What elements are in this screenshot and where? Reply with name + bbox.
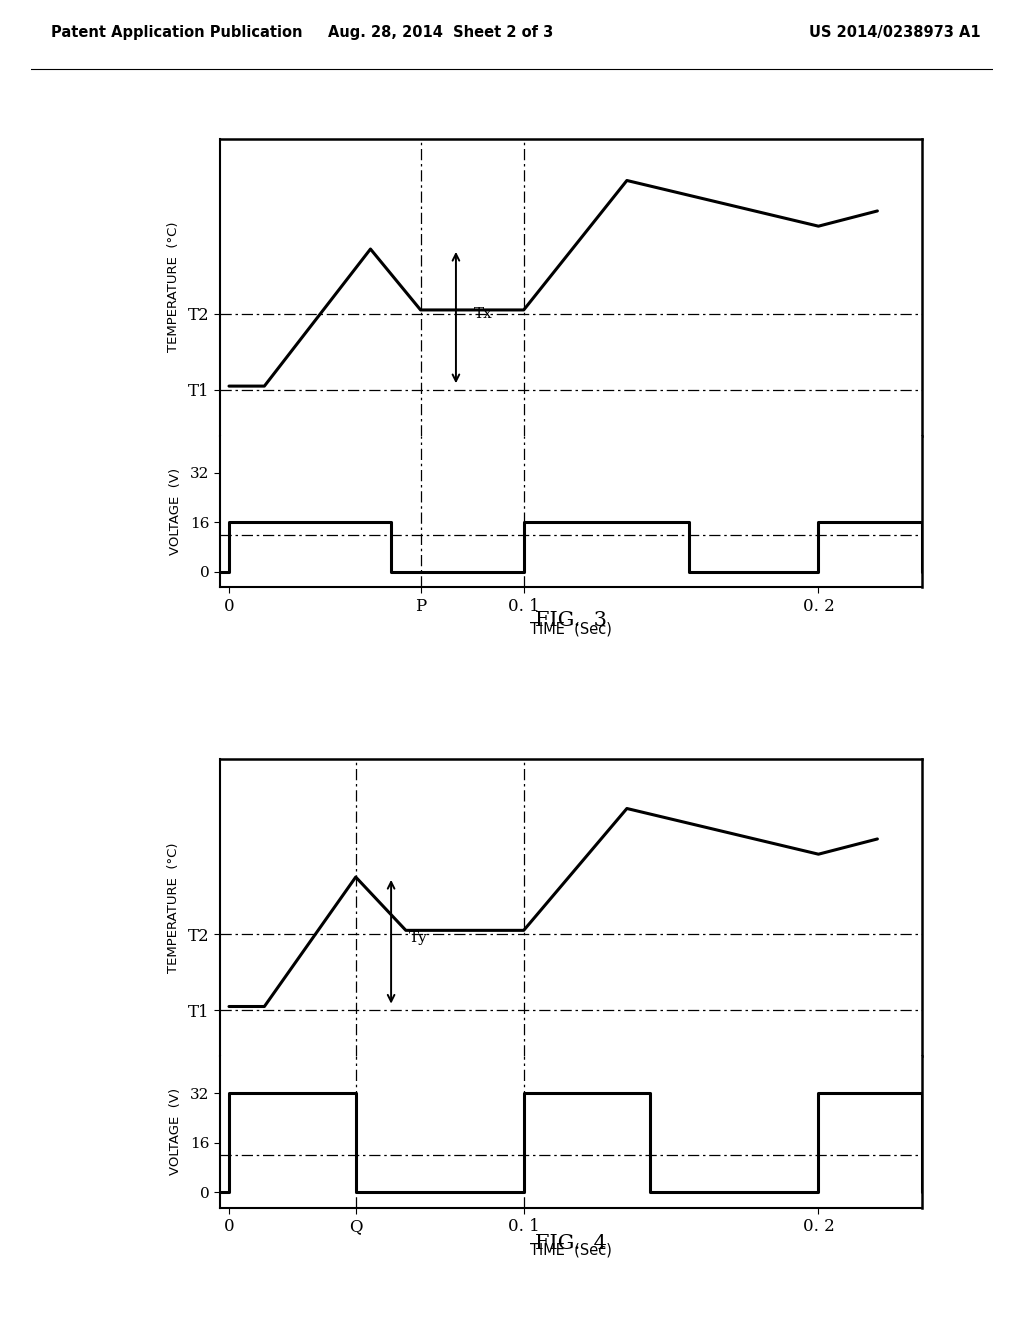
Y-axis label: TEMPERATURE  (°C): TEMPERATURE (°C) — [167, 222, 180, 352]
Y-axis label: TEMPERATURE  (°C): TEMPERATURE (°C) — [167, 842, 180, 973]
Text: Tx: Tx — [474, 306, 493, 321]
Y-axis label: VOLTAGE  (V): VOLTAGE (V) — [169, 1088, 182, 1176]
Text: FIG.  4: FIG. 4 — [535, 1234, 607, 1253]
Text: US 2014/0238973 A1: US 2014/0238973 A1 — [809, 25, 981, 41]
X-axis label: TIME  (Sec): TIME (Sec) — [530, 622, 611, 636]
Y-axis label: VOLTAGE  (V): VOLTAGE (V) — [169, 467, 182, 556]
Text: Patent Application Publication: Patent Application Publication — [51, 25, 303, 41]
Text: Ty: Ty — [409, 931, 428, 945]
Text: FIG.  3: FIG. 3 — [535, 611, 607, 630]
X-axis label: TIME  (Sec): TIME (Sec) — [530, 1242, 611, 1257]
Text: Aug. 28, 2014  Sheet 2 of 3: Aug. 28, 2014 Sheet 2 of 3 — [328, 25, 553, 41]
